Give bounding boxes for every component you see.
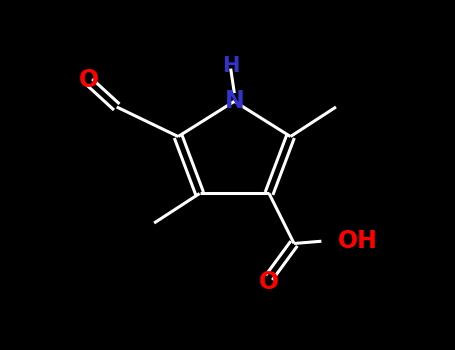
Text: N: N — [224, 89, 244, 113]
Text: H: H — [222, 56, 239, 76]
Text: O: O — [78, 68, 99, 92]
Text: OH: OH — [338, 229, 378, 253]
Text: O: O — [259, 270, 279, 294]
